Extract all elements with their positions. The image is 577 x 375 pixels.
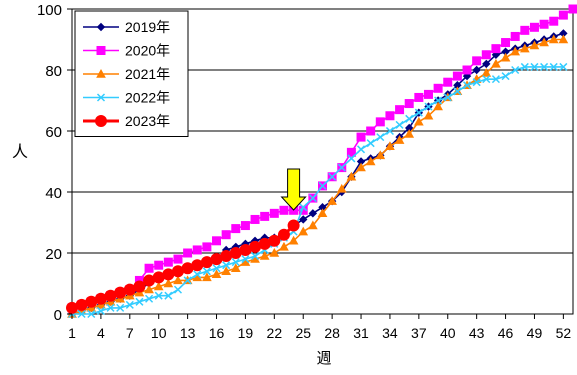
data-point	[502, 54, 510, 61]
data-point	[453, 72, 461, 80]
data-point	[203, 243, 211, 251]
y-axis-label: 人	[12, 143, 28, 161]
legend-marker	[97, 47, 105, 55]
x-tick-label: 19	[238, 325, 254, 341]
data-point	[406, 115, 413, 122]
data-point	[386, 112, 394, 120]
x-tick-label: 16	[209, 325, 225, 341]
data-point	[241, 222, 249, 230]
data-point	[357, 133, 365, 141]
data-point	[444, 78, 452, 86]
y-tick-label: 100	[37, 2, 62, 19]
data-point	[288, 220, 299, 231]
data-point	[213, 237, 221, 245]
data-point	[278, 229, 289, 240]
x-tick-label: 37	[411, 325, 427, 341]
data-point	[396, 121, 403, 128]
data-point	[270, 209, 278, 217]
y-tick-label: 0	[54, 307, 62, 324]
legend-label: 2020年	[125, 43, 170, 59]
data-point	[463, 66, 471, 74]
data-point	[550, 17, 558, 25]
data-point	[473, 57, 481, 65]
data-point	[530, 23, 538, 31]
legend-label: 2019年	[125, 19, 170, 35]
data-point	[377, 134, 384, 141]
x-tick-label: 10	[151, 325, 167, 341]
data-point	[222, 231, 230, 239]
data-point	[424, 90, 432, 98]
data-point	[269, 235, 280, 246]
data-point	[145, 264, 153, 272]
y-tick-label: 80	[45, 63, 62, 80]
x-tick-label: 40	[440, 325, 456, 341]
data-point	[482, 51, 490, 59]
legend-label: 2022年	[125, 90, 170, 106]
x-tick-label: 25	[295, 325, 311, 341]
x-tick-label: 43	[469, 325, 485, 341]
data-point	[261, 212, 269, 220]
data-point	[155, 261, 163, 269]
data-point	[376, 118, 384, 126]
data-point	[569, 5, 577, 13]
data-point	[434, 84, 442, 92]
data-point	[164, 258, 172, 266]
x-tick-label: 22	[267, 325, 283, 341]
data-point	[396, 106, 404, 114]
y-tick-label: 60	[45, 124, 62, 141]
data-point	[502, 39, 510, 47]
x-tick-label: 1	[68, 325, 76, 341]
data-point	[134, 281, 145, 292]
x-tick-label: 31	[353, 325, 369, 341]
data-point	[174, 286, 181, 293]
data-point	[174, 255, 182, 263]
x-tick-label: 7	[126, 325, 134, 341]
data-point	[540, 20, 548, 28]
data-point	[559, 11, 567, 19]
data-point	[193, 246, 201, 254]
data-point	[184, 249, 192, 257]
data-point	[521, 26, 529, 34]
x-tick-label: 28	[324, 325, 340, 341]
arrow-annotation	[282, 169, 306, 210]
data-point	[280, 206, 288, 214]
data-point	[405, 100, 413, 108]
x-tick-label: 49	[527, 325, 543, 341]
x-axis-label: 週	[316, 350, 331, 367]
x-tick-label: 34	[382, 325, 398, 341]
data-point	[299, 228, 307, 235]
data-point	[280, 243, 288, 250]
x-tick-label: 46	[498, 325, 514, 341]
legend-label: 2021年	[125, 66, 170, 82]
x-tick-label: 13	[180, 325, 196, 341]
data-point	[415, 93, 423, 101]
x-tick-label: 4	[97, 325, 105, 341]
data-point	[367, 140, 374, 147]
y-tick-label: 20	[45, 246, 62, 263]
data-point	[251, 215, 259, 223]
legend: 2019年 2020年 2021年 2022年 2023年	[75, 11, 188, 137]
data-point	[511, 32, 519, 40]
data-point	[492, 60, 500, 67]
data-point	[358, 146, 365, 153]
data-point	[492, 45, 500, 53]
legend-label: 2023年	[125, 113, 170, 129]
data-point	[415, 118, 423, 125]
x-tick-label: 52	[556, 325, 572, 341]
legend-marker	[96, 116, 107, 127]
y-tick-label: 40	[45, 185, 62, 202]
data-point	[232, 225, 240, 233]
data-point	[367, 127, 375, 135]
annotation-layer	[282, 169, 306, 210]
